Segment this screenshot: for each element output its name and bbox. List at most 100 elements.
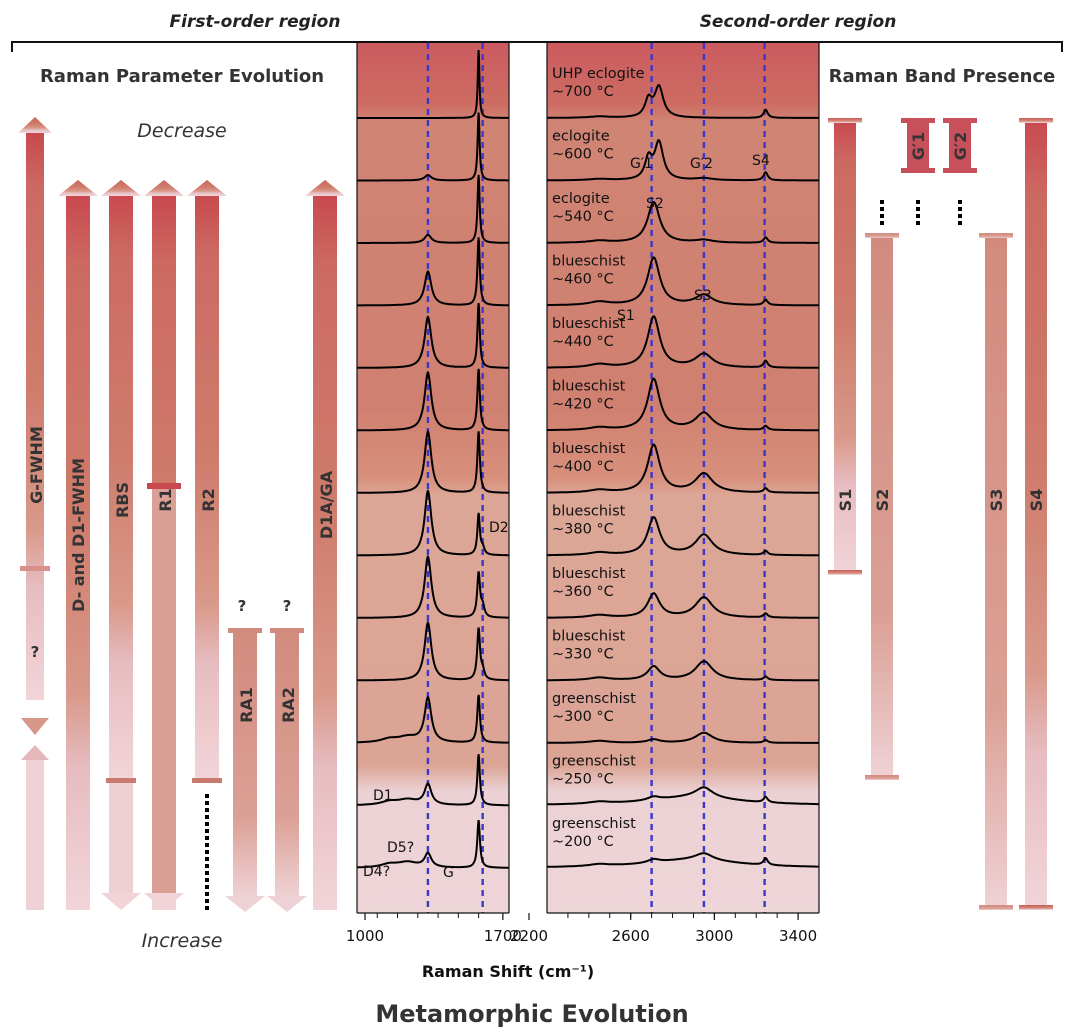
second-order-spectrum [547, 516, 819, 557]
first-order-spectrum [357, 112, 509, 182]
sample-label: blueschist ~360 °C [552, 566, 626, 600]
first-order-spectrum [357, 237, 509, 307]
param-label-d1a-ga: D1A/GA [317, 470, 336, 539]
right-heading: Raman Band Presence [829, 66, 1056, 87]
second-order-spectrum [547, 786, 819, 806]
first-order-spectrum [357, 489, 509, 557]
g1-bar [901, 118, 935, 173]
band-label-s3: S3 [987, 489, 1006, 512]
sample-label: blueschist ~460 °C [552, 254, 626, 288]
param-label-ra2: RA2 [279, 687, 298, 723]
second-order-spectrum [547, 315, 819, 369]
tick-label-1700: 1700 [484, 927, 522, 945]
ra2-arrow [267, 628, 307, 912]
top-bracket-line [11, 41, 1063, 52]
peak-label-s2: S2 [646, 196, 664, 212]
left-heading: Raman Parameter Evolution [40, 66, 324, 87]
first-order-spectrum [357, 429, 509, 494]
peak-label-s4: S4 [752, 153, 770, 169]
first-order-spectrum [357, 819, 509, 869]
first-order-spectrum [357, 554, 509, 619]
param-question-ra2: ? [283, 597, 292, 615]
second-order-spectrum [547, 592, 819, 619]
sample-label: eclogite ~600 °C [552, 129, 614, 163]
param-label-r1: R1 [156, 488, 175, 511]
r2-arrow [187, 180, 227, 780]
second-order-spectrum [547, 443, 819, 494]
peak-labels: D1 G D2 D4? D5? S1 S2 S3 S4 G′1 G′2 [363, 153, 770, 881]
first-order-spectrum [357, 368, 509, 432]
second-order-spectrum [547, 377, 819, 432]
second-order-spectrum [546, 852, 819, 868]
peak-label-s1: S1 [617, 308, 635, 324]
first-order-spectrum [357, 303, 509, 369]
second-order-spectrum [547, 731, 819, 744]
sample-label: blueschist ~440 °C [552, 316, 626, 350]
peak-label-d4: D4? [363, 864, 390, 880]
second-order-spectrum [547, 256, 819, 307]
first-order-heading: First-order region [170, 12, 341, 32]
sample-label: blueschist ~380 °C [552, 504, 626, 538]
param-label-ra1: RA1 [237, 687, 256, 723]
s3-bar [979, 233, 1013, 910]
band-label-g1: G′1 [909, 132, 928, 160]
sample-label: eclogite ~540 °C [552, 191, 614, 225]
reference-lines [426, 43, 766, 913]
param-label-r2: R2 [199, 488, 218, 511]
param-question-ra1: ? [238, 597, 247, 615]
tick-label-2200: 2200 [510, 927, 548, 945]
second-order-spectrum [547, 660, 819, 682]
sample-label: greenschist ~300 °C [552, 691, 636, 725]
first-order-spectrum [357, 694, 510, 744]
param-label-d-d1-fwhm: D- and D1-FWHM [69, 458, 88, 612]
g2-bar [943, 118, 977, 173]
band-label-s1: S1 [836, 489, 855, 512]
tick-label-2600: 2600 [612, 927, 650, 945]
peak-label-s3: S3 [694, 288, 712, 304]
sample-label: blueschist ~400 °C [552, 441, 626, 475]
s2-bar [865, 233, 899, 780]
peak-label-d5: D5? [387, 840, 414, 856]
tick-label-3000: 3000 [695, 927, 733, 945]
second-order-spectrum [547, 84, 819, 119]
sample-label: blueschist ~330 °C [552, 629, 626, 663]
s4-bar [1019, 118, 1053, 910]
increase-label: Increase [142, 930, 223, 952]
band-presence-bars: S1 S2 G′1 G′2 S3 S4 [828, 118, 1053, 910]
first-order-spectrum [357, 620, 509, 682]
peak-label-d2: D2 [489, 520, 509, 536]
rbs-arrow [101, 180, 141, 780]
second-order-heading: Second-order region [700, 12, 897, 32]
decrease-label: Decrease [137, 120, 227, 142]
param-question-g-fwhm: ? [31, 643, 40, 661]
first-order-spectrum [357, 174, 510, 244]
peak-label-g1: G′1 [630, 156, 653, 172]
param-label-rbs: RBS [113, 482, 132, 518]
bottom-title: Metamorphic Evolution [375, 1000, 688, 1028]
sample-labels: UHP eclogite ~700 °C eclogite ~600 °C eclogi… [552, 66, 645, 850]
first-order-spectrum [357, 754, 509, 807]
g-fwhm-arrow [18, 117, 52, 700]
tick-label-1000: 1000 [346, 927, 384, 945]
second-order-spectrum [547, 139, 819, 182]
peak-label-g2: G′2 [690, 156, 713, 172]
param-label-g-fwhm: G-FWHM [27, 426, 46, 504]
band-label-s2: S2 [873, 489, 892, 512]
s1-bar [828, 118, 862, 575]
peak-label-d1: D1 [373, 788, 393, 804]
band-label-g2: G′2 [951, 132, 970, 160]
second-order-panel [547, 43, 819, 913]
second-order-spectrum [547, 201, 819, 244]
parameter-arrows: G-FWHM? D- and D1-FWHM RBS R1 R2 RA1? RA2? D1A/… [18, 117, 345, 912]
axes [356, 43, 820, 914]
tick-label-3400: 3400 [779, 927, 817, 945]
sample-label: blueschist ~420 °C [552, 379, 626, 413]
sample-label: greenschist ~250 °C [552, 754, 636, 788]
first-order-panel [357, 43, 509, 913]
ra1-arrow [225, 628, 265, 912]
peak-label-g: G [443, 865, 454, 881]
sample-label: UHP eclogite ~700 °C [552, 66, 645, 100]
d1a-ga-arrow [305, 180, 345, 910]
